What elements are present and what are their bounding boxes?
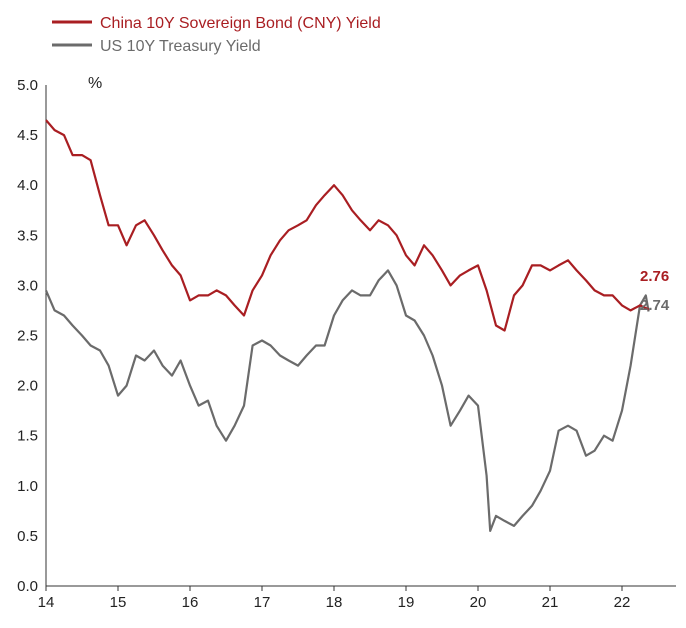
y-tick-label: 4.5 <box>17 127 38 144</box>
y-tick-label: 3.5 <box>17 227 38 244</box>
end-label-us: 2.74 <box>640 297 670 314</box>
end-labels: 2.76 2.74 <box>640 268 670 314</box>
y-tick-label: 0.0 <box>17 578 38 595</box>
y-tick-label: 4.0 <box>17 177 38 194</box>
y-tick-label: 0.5 <box>17 528 38 545</box>
x-tick-label: 14 <box>38 594 55 611</box>
x-tick-label: 16 <box>182 594 199 611</box>
legend-label-us: US 10Y Treasury Yield <box>100 38 261 55</box>
y-tick-label: 5.0 <box>17 77 38 94</box>
y-tick-label: 1.5 <box>17 428 38 445</box>
y-tick-label: 2.0 <box>17 378 38 395</box>
y-tick-label: 2.5 <box>17 328 38 345</box>
legend-label-china: China 10Y Sovereign Bond (CNY) Yield <box>100 15 381 32</box>
x-tick-label: 22 <box>614 594 631 611</box>
end-label-china: 2.76 <box>640 268 669 285</box>
x-tick-label: 21 <box>542 594 559 611</box>
series-line-china <box>45 119 650 332</box>
y-tick-label: 3.0 <box>17 277 38 294</box>
y-ticks: 0.0 0.5 1.0 1.5 2.0 2.5 3.0 3.5 4.0 4.5 5.0 <box>17 77 38 595</box>
x-tick-label: 20 <box>470 594 487 611</box>
y-axis-unit: % <box>88 75 102 92</box>
series-layer <box>44 119 650 533</box>
x-tick-label: 15 <box>110 594 127 611</box>
x-tick-label: 17 <box>254 594 271 611</box>
y-tick-label: 1.0 <box>17 478 38 495</box>
legend: China 10Y Sovereign Bond (CNY) Yield US … <box>52 15 381 55</box>
x-tick-label: 19 <box>398 594 415 611</box>
x-ticks: 14 15 16 17 18 19 20 21 22 <box>38 586 631 611</box>
x-tick-label: 18 <box>326 594 343 611</box>
series-line-us <box>44 269 650 533</box>
